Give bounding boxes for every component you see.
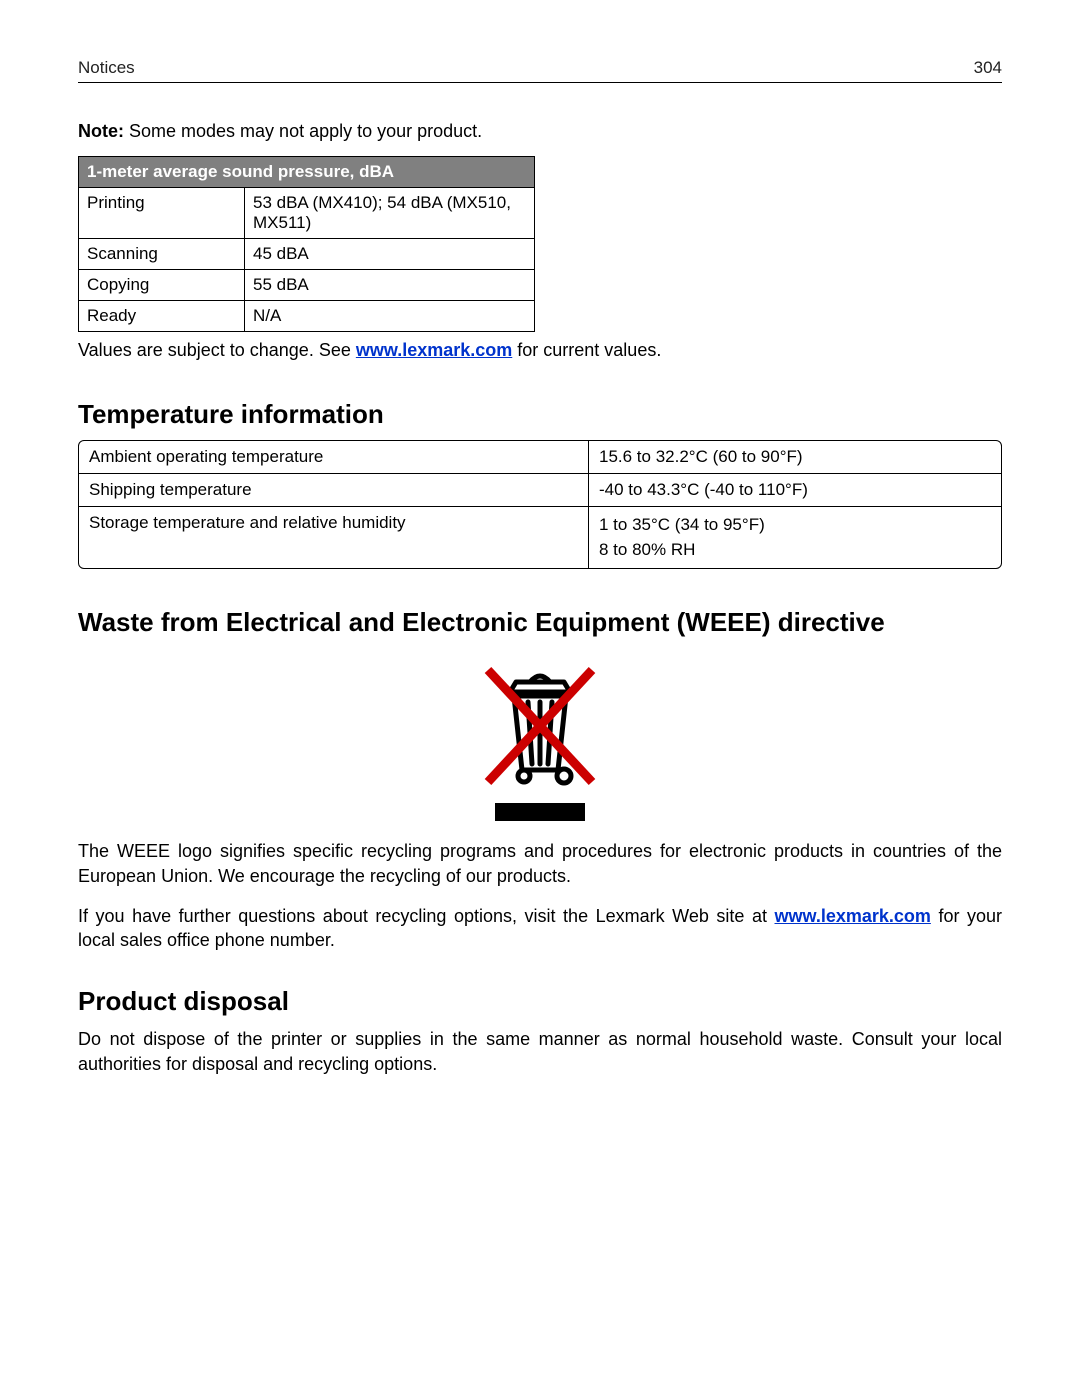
temperature-heading: Temperature information — [78, 399, 1002, 430]
page-header: Notices 304 — [78, 58, 1002, 83]
footnote-pre: Values are subject to change. See — [78, 340, 356, 360]
lexmark-link[interactable]: www.lexmark.com — [356, 340, 512, 360]
temp-label: Shipping temperature — [79, 474, 589, 507]
note-label: Note: — [78, 121, 124, 141]
temp-value: 15.6 to 32.2°C (60 to 90°F) — [589, 441, 1001, 474]
disposal-heading: Product disposal — [78, 986, 1002, 1017]
note-text: Some modes may not apply to your product… — [124, 121, 482, 141]
table-row: Ready N/A — [79, 301, 535, 332]
table-row: Shipping temperature -40 to 43.3°C (-40 … — [79, 474, 1001, 507]
header-page-number: 304 — [974, 58, 1002, 78]
footnote-post: for current values. — [512, 340, 661, 360]
disposal-section: Product disposal Do not dispose of the p… — [78, 986, 1002, 1076]
weee-heading: Waste from Electrical and Electronic Equ… — [78, 607, 1002, 638]
weee-underline-bar — [495, 803, 585, 821]
sound-mode: Scanning — [79, 239, 245, 270]
weee-crossed-bin-icon — [470, 652, 610, 792]
sound-value: 45 dBA — [245, 239, 535, 270]
lexmark-link[interactable]: www.lexmark.com — [775, 906, 931, 926]
temp-label: Storage temperature and relative humidit… — [79, 507, 589, 568]
sound-mode: Printing — [79, 188, 245, 239]
sound-table-header: 1-meter average sound pressure, dBA — [79, 157, 535, 188]
document-page: Notices 304 Note: Some modes may not app… — [0, 0, 1080, 1170]
weee-figure — [470, 652, 610, 821]
temp-value: -40 to 43.3°C (-40 to 110°F) — [589, 474, 1001, 507]
weee-para2-pre: If you have further questions about recy… — [78, 906, 775, 926]
table-row: Printing 53 dBA (MX410); 54 dBA (MX510, … — [79, 188, 535, 239]
temp-value: 1 to 35°C (34 to 95°F)8 to 80% RH — [589, 507, 1001, 568]
table-row: Storage temperature and relative humidit… — [79, 507, 1001, 568]
temperature-table: Ambient operating temperature 15.6 to 32… — [78, 440, 1002, 569]
sound-value: 55 dBA — [245, 270, 535, 301]
disposal-para: Do not dispose of the printer or supplie… — [78, 1027, 1002, 1076]
table-row: Scanning 45 dBA — [79, 239, 535, 270]
sound-pressure-table: 1-meter average sound pressure, dBA Prin… — [78, 156, 535, 332]
weee-para-2: If you have further questions about recy… — [78, 904, 1002, 953]
table-row: Ambient operating temperature 15.6 to 32… — [79, 441, 1001, 474]
values-footnote: Values are subject to change. See www.le… — [78, 340, 1002, 361]
weee-para-1: The WEEE logo signifies specific recycli… — [78, 839, 1002, 888]
temperature-section: Temperature information Ambient operatin… — [78, 399, 1002, 569]
weee-section: Waste from Electrical and Electronic Equ… — [78, 607, 1002, 952]
sound-value: 53 dBA (MX410); 54 dBA (MX510, MX511) — [245, 188, 535, 239]
temp-label: Ambient operating temperature — [79, 441, 589, 474]
sound-mode: Ready — [79, 301, 245, 332]
header-section: Notices — [78, 58, 135, 78]
sound-value: N/A — [245, 301, 535, 332]
sound-mode: Copying — [79, 270, 245, 301]
table-row: Copying 55 dBA — [79, 270, 535, 301]
note-line: Note: Some modes may not apply to your p… — [78, 121, 1002, 142]
